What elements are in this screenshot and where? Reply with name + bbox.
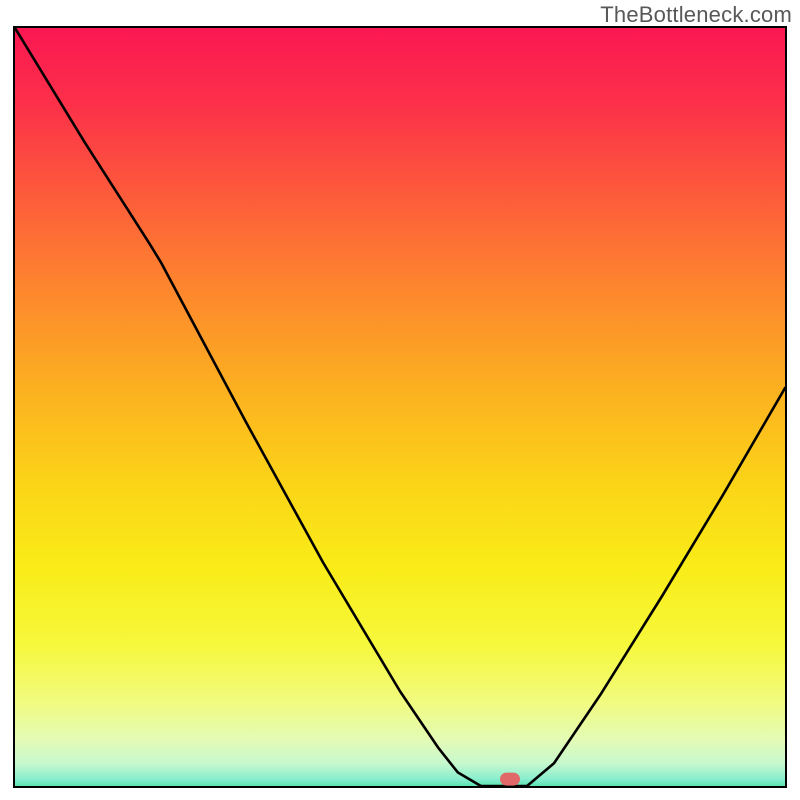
highlight-marker (500, 773, 520, 786)
chart-frame: TheBottleneck.com (0, 0, 800, 800)
plot-area (13, 26, 787, 788)
bottleneck-curve (15, 28, 785, 786)
watermark-text: TheBottleneck.com (600, 2, 792, 28)
curve-layer (15, 28, 785, 786)
